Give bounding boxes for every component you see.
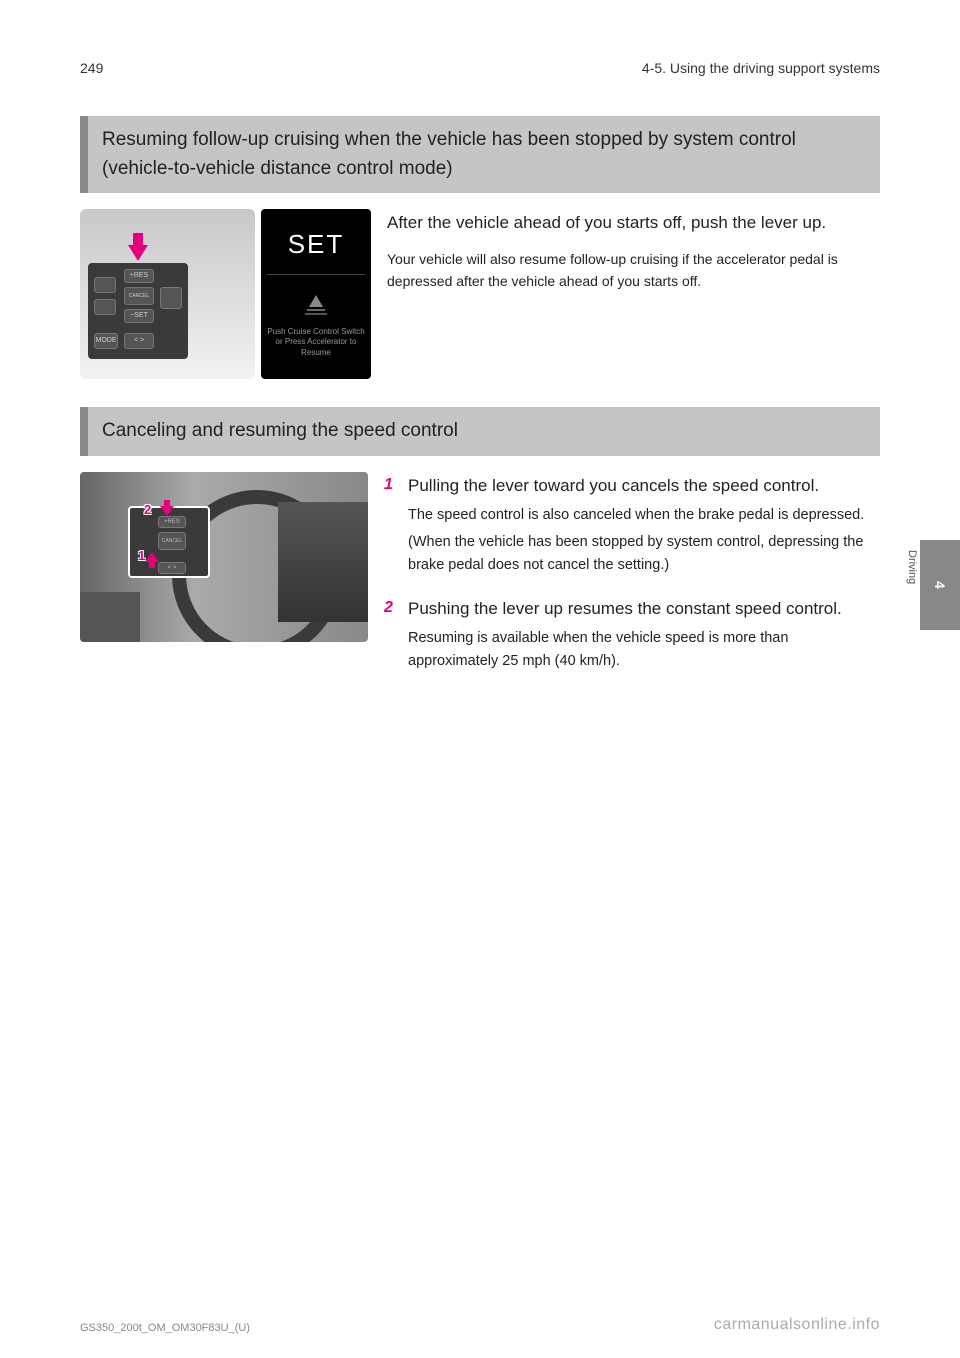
chapter-label: Driving: [906, 550, 918, 584]
display-divider: [267, 274, 365, 275]
callout2-main: Pushing the lever up resumes the constan…: [408, 595, 880, 623]
cancel-button: CANCEL: [124, 287, 154, 305]
inset-cancel-button: CANCEL: [158, 532, 186, 550]
callout-item-2: 2 Pushing the lever up resumes the const…: [384, 595, 880, 677]
left-top-button: [94, 277, 116, 293]
callout-text-1: Pulling the lever toward you cancels the…: [408, 472, 880, 582]
callout1-sub: The speed control is also canceled when …: [408, 504, 880, 527]
callout-num-2: 2: [384, 595, 400, 677]
callout1-main: Pulling the lever toward you cancels the…: [408, 472, 880, 500]
steering-wheel-illustration: +RES CANCEL −SET MODE < >: [80, 209, 255, 379]
right-button: [160, 287, 182, 309]
inset-res-button: +RES: [158, 516, 186, 528]
control-inset: +RES CANCEL < > 1 2: [128, 506, 210, 578]
dashboard-bg: [278, 502, 368, 622]
res-button: +RES: [124, 269, 154, 283]
body-para2: Your vehicle will also resume follow-up …: [387, 248, 880, 293]
callout-num-1: 1: [384, 472, 400, 582]
section-title: 4-5. Using the driving support systems: [642, 60, 880, 76]
door-panel-bg: [80, 592, 140, 642]
push-arrow-icon: [128, 245, 148, 261]
arrows-button: < >: [124, 333, 154, 349]
wheel-control-panel: +RES CANCEL −SET MODE < >: [88, 263, 188, 359]
callout1-sub2: (When the vehicle has been stopped by sy…: [408, 531, 880, 577]
section1-body: After the vehicle ahead of you starts of…: [387, 209, 880, 379]
inset-arrows-button: < >: [158, 562, 186, 574]
callout-text-2: Pushing the lever up resumes the constan…: [408, 595, 880, 677]
watermark: carmanualsonline.info: [714, 1316, 880, 1334]
body-para1: After the vehicle ahead of you starts of…: [387, 209, 880, 238]
set-indicator: SET: [288, 229, 345, 260]
section-heading-canceling: Canceling and resuming the speed control: [80, 407, 880, 456]
dashboard-display: SET Push Cruise Control Switch or Press …: [261, 209, 371, 379]
section1-content: +RES CANCEL −SET MODE < > SET: [80, 209, 880, 379]
callout-label-2: 2: [144, 502, 151, 517]
section1-images: +RES CANCEL −SET MODE < > SET: [80, 209, 371, 379]
section-heading-resuming: Resuming follow-up cruising when the veh…: [80, 116, 880, 193]
section2-content: +RES CANCEL < > 1 2 1 Pulling the lever …: [80, 472, 880, 692]
callout-item-1: 1 Pulling the lever toward you cancels t…: [384, 472, 880, 582]
chapter-tab: 4: [920, 540, 960, 630]
left-bottom-button: [94, 299, 116, 315]
car-distance-icon: [301, 293, 331, 317]
set-button: −SET: [124, 309, 154, 323]
page-number: 249: [80, 60, 103, 76]
callout2-sub: Resuming is available when the vehicle s…: [408, 627, 880, 673]
interior-illustration: +RES CANCEL < > 1 2: [80, 472, 368, 642]
manual-page: 249 4-5. Using the driving support syste…: [0, 0, 960, 1358]
callout-arrow-2: [160, 506, 174, 516]
page-header: 249 4-5. Using the driving support syste…: [80, 60, 880, 76]
callout-arrow-1: [145, 552, 159, 562]
display-instruction: Push Cruise Control Switch or Press Acce…: [267, 327, 365, 358]
mode-button: MODE: [94, 333, 118, 349]
section2-callouts: 1 Pulling the lever toward you cancels t…: [384, 472, 880, 692]
